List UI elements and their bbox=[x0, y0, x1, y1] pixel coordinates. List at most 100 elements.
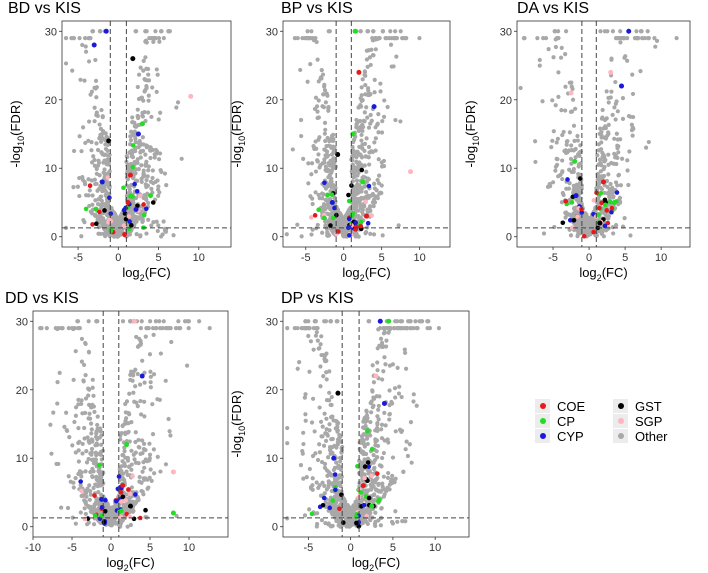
data-point-coe bbox=[599, 200, 604, 206]
data-point-other bbox=[319, 334, 324, 339]
data-point-other bbox=[320, 424, 325, 429]
data-point-other bbox=[158, 110, 163, 115]
data-point-other bbox=[364, 48, 369, 53]
data-point-other bbox=[635, 36, 641, 41]
data-point-other bbox=[80, 175, 85, 180]
data-point-other bbox=[143, 39, 148, 44]
data-point-other bbox=[563, 52, 568, 57]
data-point-other bbox=[334, 480, 340, 485]
data-point-other bbox=[129, 369, 134, 374]
data-point-other bbox=[147, 36, 152, 41]
data-point-other bbox=[567, 130, 572, 135]
data-point-other bbox=[145, 486, 150, 491]
data-point-other bbox=[613, 36, 619, 41]
data-point-other bbox=[379, 130, 385, 135]
data-point-other bbox=[378, 336, 384, 341]
data-point-other bbox=[134, 334, 139, 340]
data-point-other bbox=[396, 391, 402, 396]
data-point-other bbox=[99, 492, 104, 497]
data-point-other bbox=[136, 167, 141, 172]
data-point-other bbox=[99, 150, 104, 155]
data-point-cp bbox=[607, 199, 613, 205]
data-point-other bbox=[129, 448, 134, 453]
data-point-other bbox=[160, 232, 165, 237]
data-point-other bbox=[94, 429, 99, 434]
data-point-other bbox=[674, 36, 679, 41]
data-point-other bbox=[89, 211, 95, 216]
data-point-other bbox=[314, 330, 319, 335]
data-point-other bbox=[86, 193, 91, 198]
data-point-cp bbox=[139, 121, 145, 127]
x-tick-label: 0 bbox=[108, 542, 114, 554]
data-point-gst bbox=[128, 503, 133, 509]
data-point-other bbox=[135, 84, 140, 90]
data-point-other bbox=[142, 380, 147, 385]
data-point-other bbox=[398, 29, 403, 34]
data-point-other bbox=[326, 104, 331, 110]
data-point-other bbox=[329, 168, 334, 173]
data-point-other bbox=[285, 425, 290, 431]
data-point-other bbox=[567, 80, 572, 85]
data-point-cp bbox=[321, 215, 327, 221]
data-point-other bbox=[146, 98, 151, 103]
data-point-cyp bbox=[115, 486, 121, 492]
data-point-other bbox=[381, 331, 387, 336]
data-point-other bbox=[387, 363, 393, 368]
data-point-other bbox=[148, 385, 153, 390]
data-point-coe bbox=[120, 483, 126, 489]
data-point-cp bbox=[358, 219, 364, 225]
data-point-other bbox=[363, 82, 368, 88]
data-point-cyp bbox=[134, 188, 140, 194]
data-point-other bbox=[362, 69, 367, 74]
data-point-other bbox=[546, 47, 551, 52]
y-tick-label: 20 bbox=[16, 385, 28, 397]
data-point-other bbox=[309, 232, 314, 237]
data-point-other bbox=[535, 36, 540, 41]
data-point-other bbox=[83, 140, 88, 146]
data-point-other bbox=[95, 501, 100, 506]
data-point-other bbox=[367, 55, 373, 60]
data-point-other bbox=[154, 151, 159, 156]
data-point-other bbox=[82, 78, 87, 83]
data-point-other bbox=[151, 332, 156, 338]
data-point-other bbox=[581, 222, 586, 227]
data-point-other bbox=[157, 39, 162, 44]
data-point-other bbox=[298, 117, 304, 123]
data-point-cp bbox=[611, 199, 617, 205]
data-point-other bbox=[129, 129, 134, 134]
data-point-other bbox=[558, 55, 564, 60]
data-point-coe bbox=[141, 202, 146, 207]
data-point-other bbox=[131, 508, 136, 514]
data-point-other bbox=[105, 142, 110, 147]
data-point-other bbox=[379, 183, 384, 188]
data-point-other bbox=[537, 57, 542, 63]
data-point-other bbox=[108, 509, 114, 514]
data-point-other bbox=[521, 36, 527, 41]
data-point-other bbox=[403, 447, 408, 452]
data-point-other bbox=[577, 218, 582, 223]
data-point-other bbox=[152, 471, 157, 476]
panel-title: DA vs KIS bbox=[517, 0, 589, 17]
data-point-other bbox=[153, 147, 159, 153]
data-point-other bbox=[141, 68, 146, 73]
data-point-other bbox=[146, 72, 151, 77]
data-point-other bbox=[55, 326, 60, 332]
data-point-other bbox=[320, 230, 325, 235]
data-point-cp bbox=[325, 192, 330, 198]
data-point-other bbox=[153, 319, 158, 324]
data-point-cyp bbox=[99, 179, 105, 185]
data-point-sgp bbox=[408, 169, 414, 175]
data-point-other bbox=[596, 142, 601, 147]
data-point-other bbox=[138, 233, 143, 238]
x-tick-label: 10 bbox=[655, 252, 667, 264]
data-point-other bbox=[368, 62, 373, 68]
data-point-other bbox=[356, 105, 361, 110]
data-point-other bbox=[601, 173, 607, 179]
data-point-other bbox=[124, 154, 129, 159]
data-point-other bbox=[297, 360, 302, 365]
data-point-cp bbox=[352, 28, 358, 34]
data-point-other bbox=[326, 175, 331, 180]
data-point-gst bbox=[571, 217, 577, 223]
data-point-other bbox=[369, 193, 374, 198]
data-point-cyp bbox=[626, 28, 632, 34]
